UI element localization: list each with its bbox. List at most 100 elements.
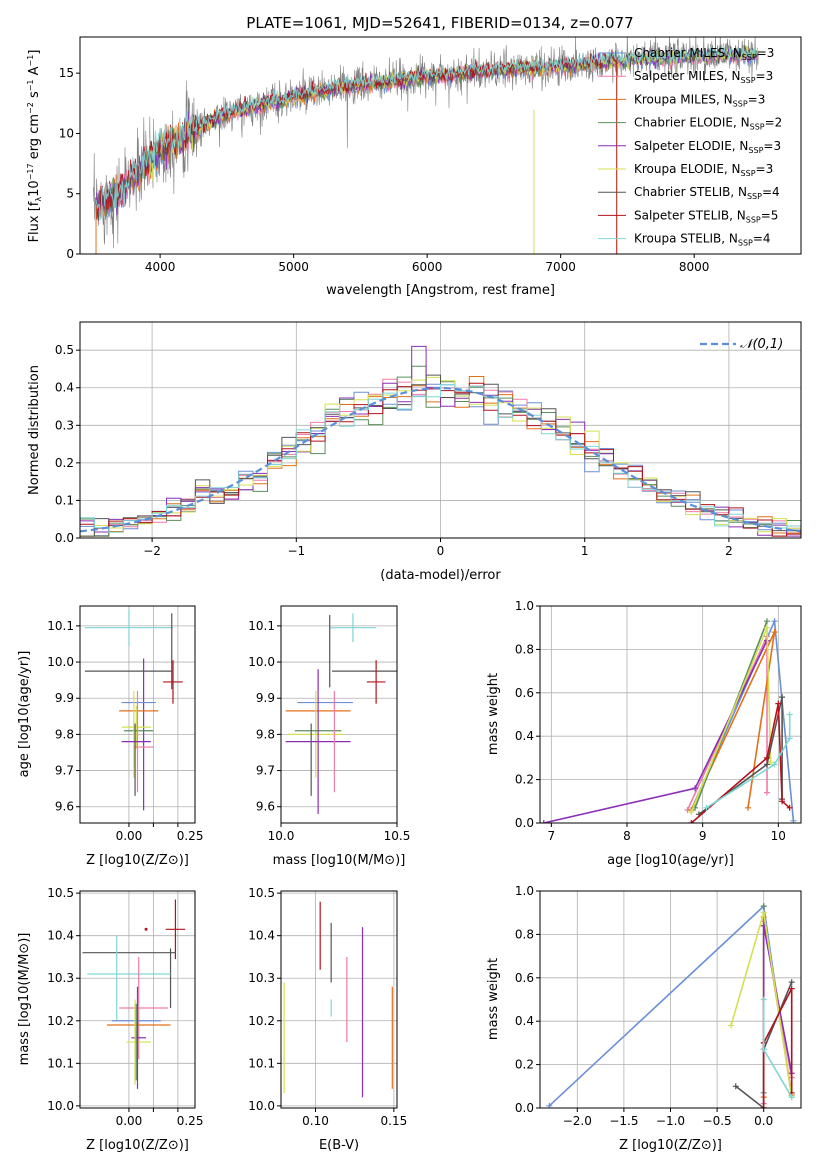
plus-marker <box>692 785 699 792</box>
x-axis-label: Z [log10(Z/Z⊙)] <box>619 1138 722 1153</box>
legend-label-text: Salpeter ELODIE, N <box>634 139 748 153</box>
mass-vs-metallicity-panel: 0.00 0.25 10.0 10.1 10.2 10.3 10.4 10.5 Z [log10… <box>17 886 203 1153</box>
y-tick-label: 0.8 <box>515 642 534 656</box>
y-tick-label: 10.0 <box>248 1099 275 1113</box>
x-tick-label: 9 <box>699 829 707 843</box>
y-tick-label: 10.4 <box>248 929 275 943</box>
plus-marker <box>763 754 770 761</box>
x-tick-label: 8000 <box>679 260 710 274</box>
legend-label-suffix: =3 <box>748 92 766 106</box>
legend-label-text: Kroupa MILES, N <box>634 92 733 106</box>
y-tick-label: 0.3 <box>55 418 74 432</box>
plus-marker <box>540 820 547 823</box>
y-tick-label: 9.7 <box>256 764 275 778</box>
plus-marker <box>786 735 793 742</box>
y-tick-label: 0.4 <box>515 729 534 743</box>
x-tick-label: −1 <box>287 544 305 558</box>
x-axis-label: (data-model)/error <box>380 568 501 583</box>
legend-label-subscript: SSP <box>748 146 763 155</box>
errorbar-point <box>165 899 186 960</box>
legend-label-suffix: =2 <box>765 116 783 130</box>
legend-label-text: Kroupa ELODIE, N <box>634 162 741 176</box>
axes-frame <box>280 890 398 1109</box>
x-tick-label: 0.25 <box>177 829 204 843</box>
y-axis-label: Normed distribution <box>27 365 42 495</box>
legend-label-suffix: =3 <box>756 162 774 176</box>
x-tick-label: −2 <box>143 544 161 558</box>
plus-marker <box>779 798 786 805</box>
y-tick-label: 0.1 <box>55 493 74 507</box>
x-tick-label: 8 <box>623 829 631 843</box>
plot-area <box>283 901 393 1098</box>
x-tick-label: 0.00 <box>116 829 143 843</box>
x-tick-label: 1 <box>581 544 589 558</box>
legend-label-subscript: SSP <box>742 53 757 62</box>
y-tick-label: 0.0 <box>55 531 74 545</box>
y-tick-label: 0.4 <box>515 1014 534 1028</box>
plus-marker <box>763 624 770 631</box>
y-tick-label: 9.6 <box>256 800 275 814</box>
legend-label: Chabrier MILES, NSSP=3 <box>634 46 774 62</box>
axes-frame <box>280 605 398 824</box>
point-marker <box>144 927 148 931</box>
legend-label-subscript: SSP <box>741 169 756 178</box>
y-tick-label: 10.5 <box>47 886 74 900</box>
errorbar-point <box>366 660 386 704</box>
x-axis-label: Z [log10(Z/Z⊙)] <box>86 1138 189 1153</box>
legend-label-subscript: SSP <box>750 123 765 132</box>
plus-marker <box>728 1022 735 1029</box>
y-tick-label: 10 <box>59 126 74 140</box>
y-tick-label: 0.0 <box>515 1101 534 1115</box>
axes-frame <box>79 890 196 1109</box>
x-axis-label: wavelength [Angstrom, rest frame] <box>326 283 555 298</box>
y-tick-label: 9.8 <box>256 727 275 741</box>
y-tick-label: 9.8 <box>55 727 74 741</box>
y-tick-label: 0.4 <box>55 381 74 395</box>
y-tick-label: 0.8 <box>515 927 534 941</box>
axes-frame <box>79 36 802 255</box>
model-spectrum-line <box>95 46 759 222</box>
y-tick-label: 10.3 <box>248 971 275 985</box>
y-tick-label: 10.2 <box>248 1014 275 1028</box>
y-tick-label: 9.9 <box>55 691 74 705</box>
y-axis-label: age [log10(age/yr)] <box>17 651 32 778</box>
histogram-step <box>80 374 801 538</box>
y-tick-label: 0.5 <box>55 343 74 357</box>
plus-marker <box>771 618 778 625</box>
plot-area <box>540 618 797 823</box>
y-tick-label: 0.2 <box>55 456 74 470</box>
y-tick-label: 0.0 <box>515 816 534 830</box>
legend-label: Kroupa STELIB, NSSP=4 <box>634 232 771 248</box>
plus-marker <box>688 820 695 823</box>
plus-marker <box>775 700 782 707</box>
legend-label-text: Salpeter STELIB, N <box>634 208 746 222</box>
legend-label-suffix: =3 <box>757 46 775 60</box>
plot-area <box>80 345 801 538</box>
plus-marker <box>788 1094 795 1101</box>
y-tick-label: 10.1 <box>248 1056 275 1070</box>
y-tick-label: 0.6 <box>515 686 534 700</box>
errorbar-point <box>285 669 351 814</box>
x-tick-label: 10 <box>771 829 786 843</box>
y-tick-label: 0 <box>66 247 74 261</box>
x-tick-label: 7 <box>548 829 556 843</box>
legend-label-suffix: =4 <box>753 232 771 246</box>
x-tick-label: 0.10 <box>302 1114 329 1128</box>
x-tick-label: 0.15 <box>381 1114 408 1128</box>
weight-series-line <box>705 714 791 809</box>
x-tick-label: −1.0 <box>656 1114 685 1128</box>
x-axis-label: Z [log10(Z/Z⊙)] <box>86 853 189 868</box>
y-tick-label: 9.6 <box>55 800 74 814</box>
y-tick-label: 1.0 <box>515 599 534 613</box>
x-tick-label: 10.5 <box>384 829 411 843</box>
plus-marker <box>788 979 795 986</box>
errorbar-point <box>163 660 183 704</box>
plus-marker <box>763 618 770 625</box>
mass-vs-ebv-panel: 0.10 0.15 10.0 10.1 10.2 10.3 10.4 10.5 E(B-V) <box>248 886 407 1153</box>
axes-frame <box>539 605 802 824</box>
y-axis-label: Flux [fλ10−17 erg cm−2 s−1 A−1] <box>26 50 43 243</box>
y-tick-label: 10.5 <box>248 886 275 900</box>
y-tick-label: 0.6 <box>515 971 534 985</box>
legend-label: Chabrier STELIB, NSSP=4 <box>634 185 780 201</box>
weight-series-line <box>698 696 783 815</box>
